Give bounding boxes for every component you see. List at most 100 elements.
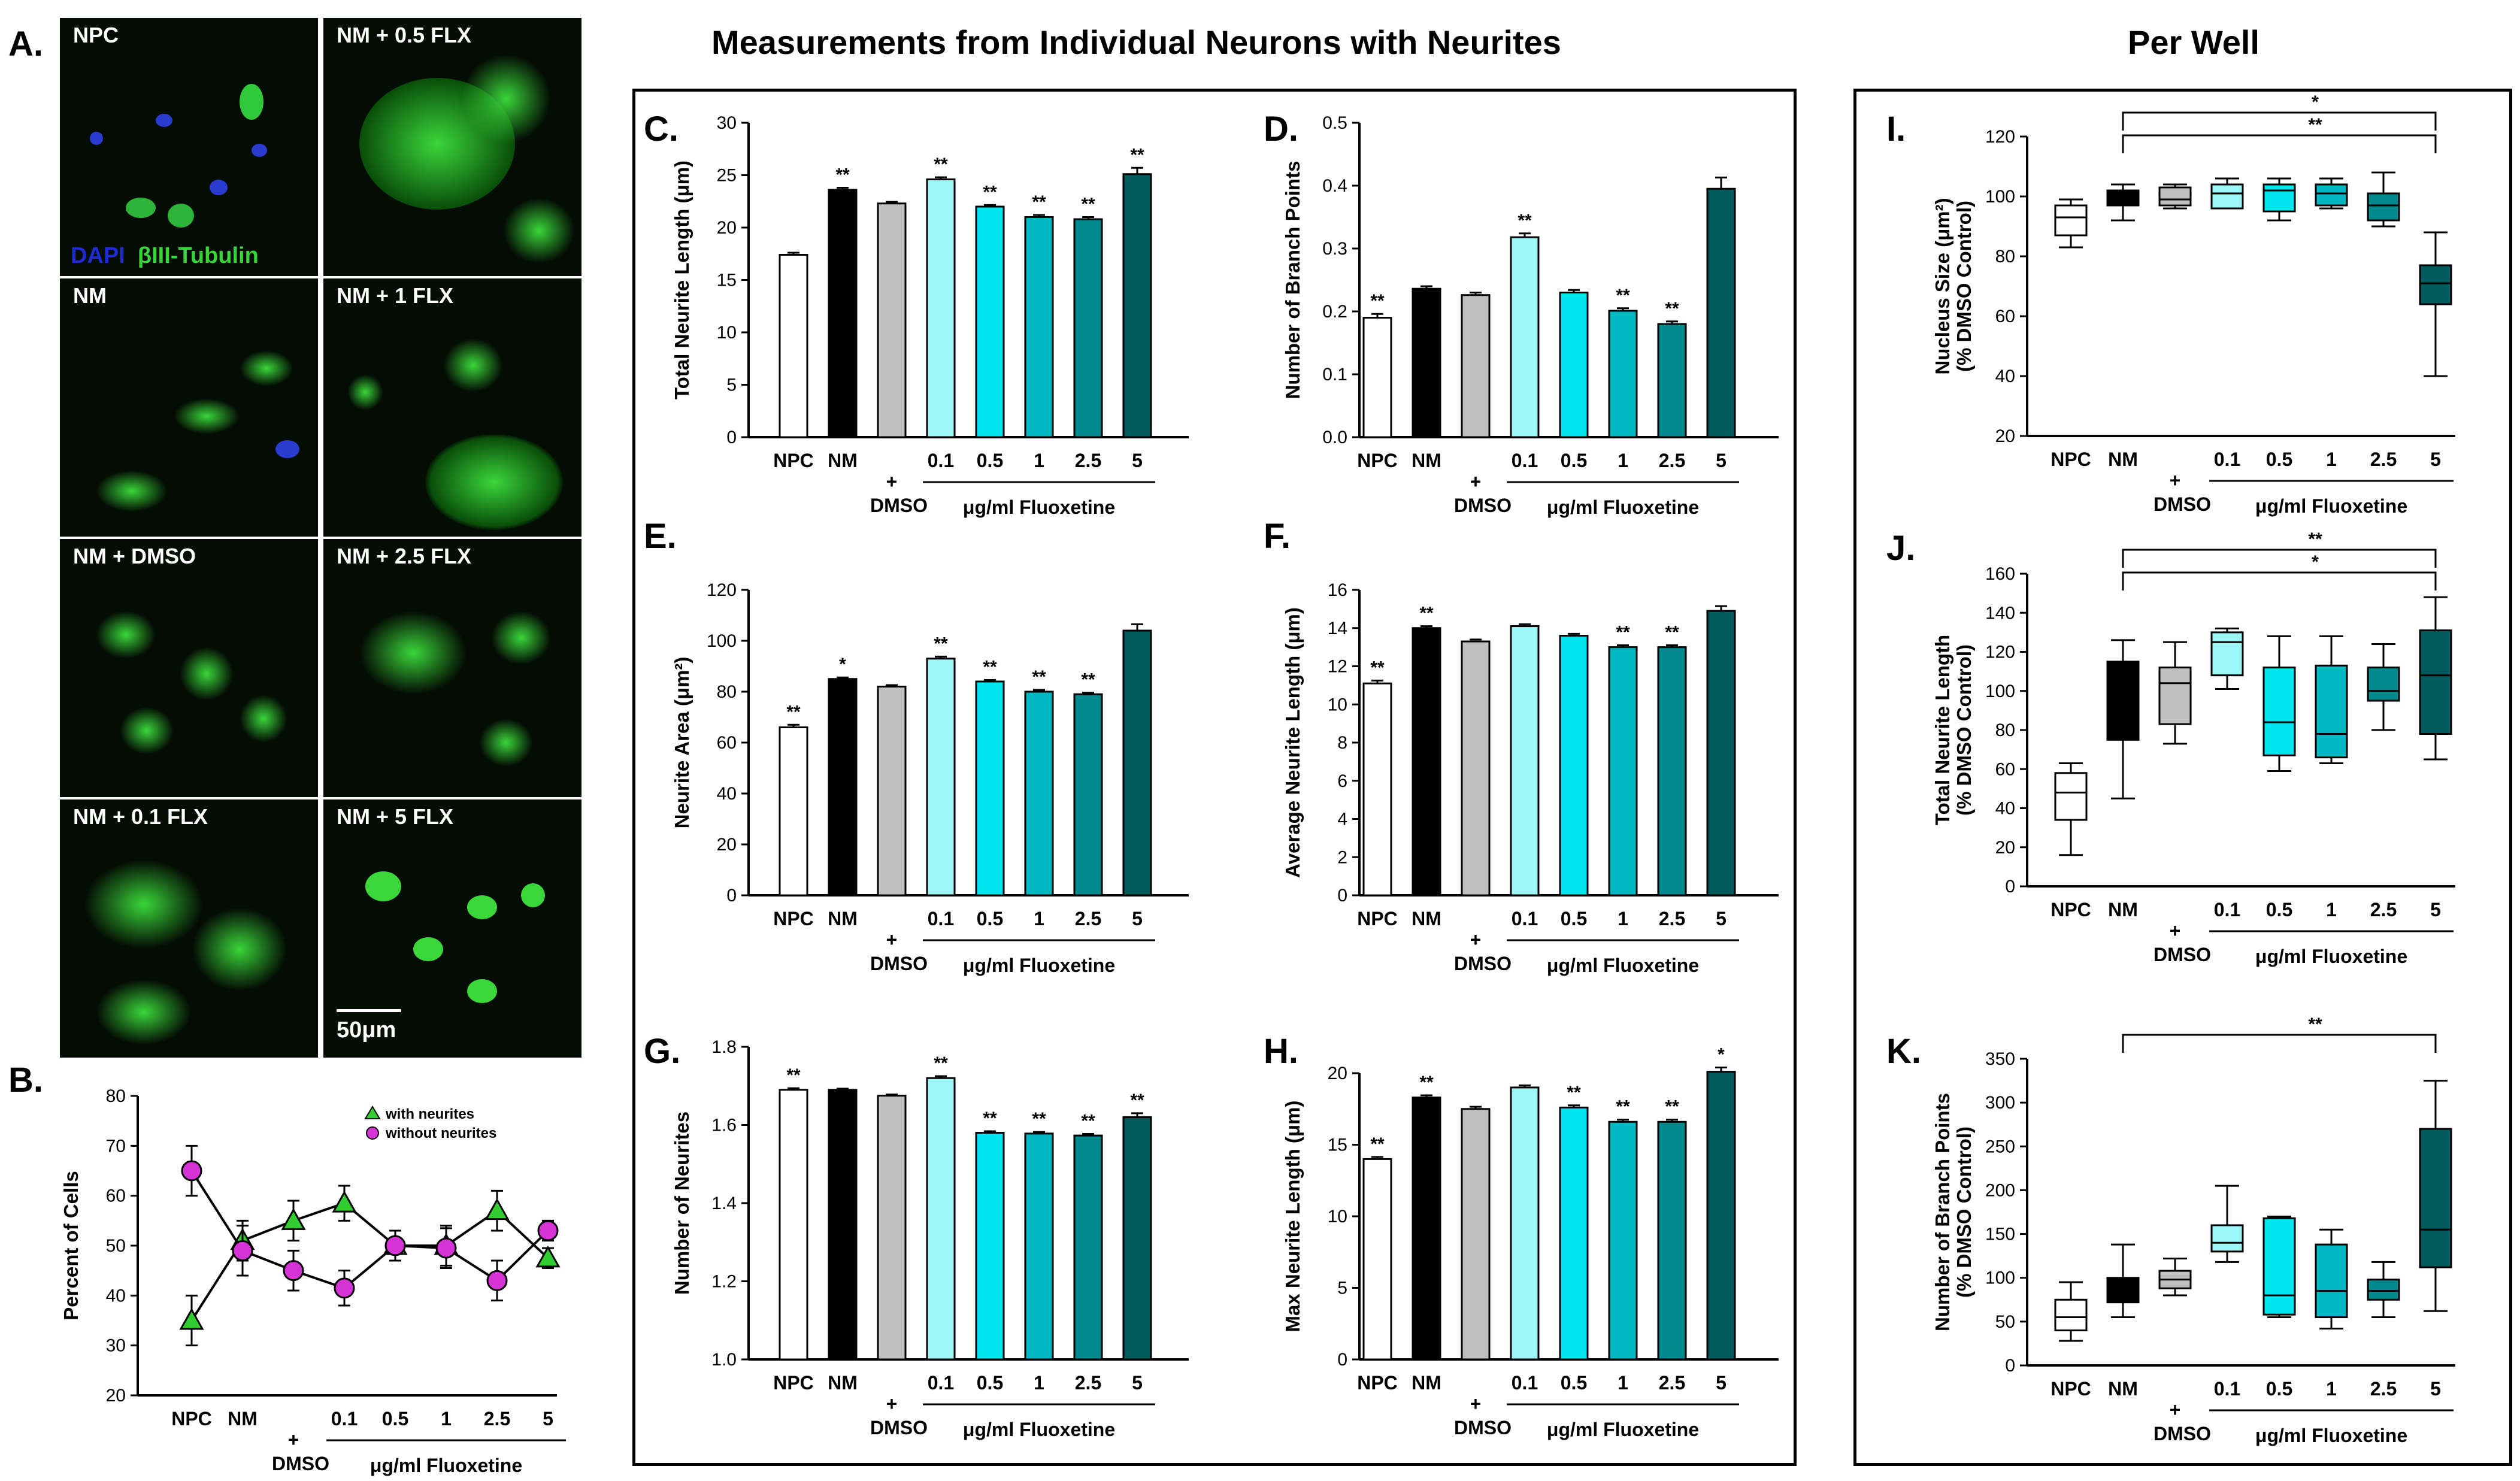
x-tick-label-h: + <box>1470 1393 1482 1415</box>
significance-mark-g: ** <box>1081 1111 1095 1131</box>
x-tick-label-j: 0.1 <box>2214 899 2240 920</box>
bar-f <box>1608 646 1638 897</box>
per-well-frame <box>1853 89 2512 1466</box>
y-tick-label-e: 60 <box>717 733 737 753</box>
box-i <box>2315 183 2348 207</box>
y-tick-label-f: 10 <box>1328 695 1347 714</box>
micrograph-nm-25-flx: NM + 2.5 FLX <box>323 539 581 797</box>
bar-c <box>975 205 1005 438</box>
box-j <box>2158 667 2192 725</box>
point-with-neurites <box>535 1245 561 1268</box>
y-tick-label-c: 15 <box>717 271 737 290</box>
x-dmso-label-f: DMSO <box>1454 953 1512 974</box>
x-tick-label-h: 0.1 <box>1512 1372 1538 1394</box>
y-tick-label-f: 8 <box>1337 733 1347 753</box>
box-j <box>2367 667 2400 702</box>
box-j <box>2315 664 2348 759</box>
y-tick-label-i: 40 <box>1995 367 2015 386</box>
significance-bracket-j <box>2122 549 2437 568</box>
x-tick-label-d: 2.5 <box>1659 450 1685 471</box>
box-i <box>2367 192 2400 222</box>
x-drug-label-g: μg/ml Fluoxetine <box>963 1419 1115 1440</box>
legend-label: with neurites <box>385 1106 474 1122</box>
y-tick-label-c: 5 <box>726 375 737 395</box>
panel-c-letter: C. <box>644 110 679 149</box>
x-tick-label-k: NPC <box>2050 1378 2091 1400</box>
y-tick-label-j: 100 <box>1985 682 2015 701</box>
x-tick-label-i: 1 <box>2326 449 2337 470</box>
y-tick-label-h: 15 <box>1328 1135 1347 1155</box>
x-tick-label-g: 2.5 <box>1075 1372 1101 1394</box>
bar-h <box>1362 1158 1392 1361</box>
panel-h-letter: H. <box>1264 1032 1298 1071</box>
x-tick-label-i: 5 <box>2430 449 2441 470</box>
y-tick-label-g: 1.8 <box>711 1037 737 1057</box>
y-axis-label-j: Total Neurite Length <box>1931 635 1953 825</box>
x-tick-label-c: 0.1 <box>928 450 954 471</box>
y-axis-label-k: Number of Branch Points <box>1931 1093 1953 1331</box>
micrograph-nm-1-flx: NM + 1 FLX <box>323 278 581 537</box>
box-k <box>2315 1243 2348 1319</box>
box-j <box>2210 631 2244 677</box>
x-tick-label-d: 0.5 <box>1561 450 1587 471</box>
x-tick-label-c: 1 <box>1034 450 1044 471</box>
box-k <box>2419 1128 2452 1268</box>
significance-mark-h: ** <box>1616 1097 1630 1117</box>
x-drug-label-c: μg/ml Fluoxetine <box>963 496 1115 518</box>
micrograph-nm-05-flx: NM + 0.5 FLX <box>323 18 581 276</box>
x-tick-label-k: + <box>2170 1399 2181 1421</box>
significance-mark-c: ** <box>1081 195 1095 214</box>
x-tick-label-d: + <box>1470 471 1482 492</box>
y-tick-label-k: 200 <box>1985 1180 2015 1200</box>
significance-mark-d: ** <box>1665 299 1679 319</box>
x-tick-label-j: 1 <box>2326 899 2337 920</box>
bar-d <box>1510 236 1540 438</box>
x-dmso-label-h: DMSO <box>1454 1417 1512 1438</box>
y-tick-label-i: 120 <box>1985 127 2015 147</box>
y-tick-label-g: 1.0 <box>711 1350 737 1370</box>
y-tick-label-b: 80 <box>106 1086 126 1106</box>
box-i <box>2054 204 2088 237</box>
panel-i-letter: I. <box>1886 110 1906 149</box>
bar-d <box>1657 323 1687 438</box>
x-tick-label-e: 5 <box>1132 908 1143 929</box>
y-tick-label-f: 0 <box>1337 886 1347 905</box>
panel-a-letter: A. <box>8 25 43 63</box>
x-tick-label-b: + <box>288 1429 299 1450</box>
significance-mark-h: ** <box>1567 1083 1581 1103</box>
x-dmso-label-g: DMSO <box>870 1417 928 1438</box>
y-axis-label-e: Neurite Area (μm²) <box>671 657 693 829</box>
y-tick-label-j: 160 <box>1985 564 2015 584</box>
significance-mark-i: * <box>2312 92 2319 112</box>
x-tick-label-d: NPC <box>1357 450 1398 471</box>
x-tick-label-b: 5 <box>543 1408 553 1429</box>
y-tick-label-h: 0 <box>1337 1350 1347 1370</box>
x-tick-label-e: NM <box>828 908 858 929</box>
x-tick-label-d: 1 <box>1618 450 1628 471</box>
bar-f <box>1657 646 1687 897</box>
x-tick-label-i: NPC <box>2050 449 2091 470</box>
x-dmso-label-d: DMSO <box>1454 495 1512 516</box>
bar-h <box>1412 1097 1441 1361</box>
significance-mark-c: ** <box>1032 192 1046 212</box>
bar-h <box>1461 1108 1491 1361</box>
significance-mark-e: ** <box>1032 667 1046 687</box>
y-tick-label-d: 0.1 <box>1322 365 1347 384</box>
panel-b-letter: B. <box>8 1061 43 1100</box>
x-tick-label-c: NPC <box>773 450 814 471</box>
bar-c <box>1073 218 1103 438</box>
significance-mark-h: ** <box>1419 1073 1434 1092</box>
y-tick-label-h: 20 <box>1328 1064 1347 1083</box>
x-tick-label-b: 0.5 <box>382 1408 408 1429</box>
y-axis-label-i: Nucleus Size (μm²) <box>1931 198 1953 374</box>
significance-mark-d: ** <box>1518 211 1532 231</box>
legend-label: without neurites <box>385 1125 496 1141</box>
x-tick-label-g: + <box>886 1393 898 1415</box>
x-tick-label-c: + <box>886 471 898 492</box>
significance-mark-e: ** <box>1081 670 1095 690</box>
box-k <box>2106 1277 2140 1304</box>
tile-label: NM <box>73 283 107 308</box>
significance-mark-g: ** <box>983 1109 997 1128</box>
y-tick-label-i: 60 <box>1995 307 2015 326</box>
bar-g <box>926 1077 956 1361</box>
